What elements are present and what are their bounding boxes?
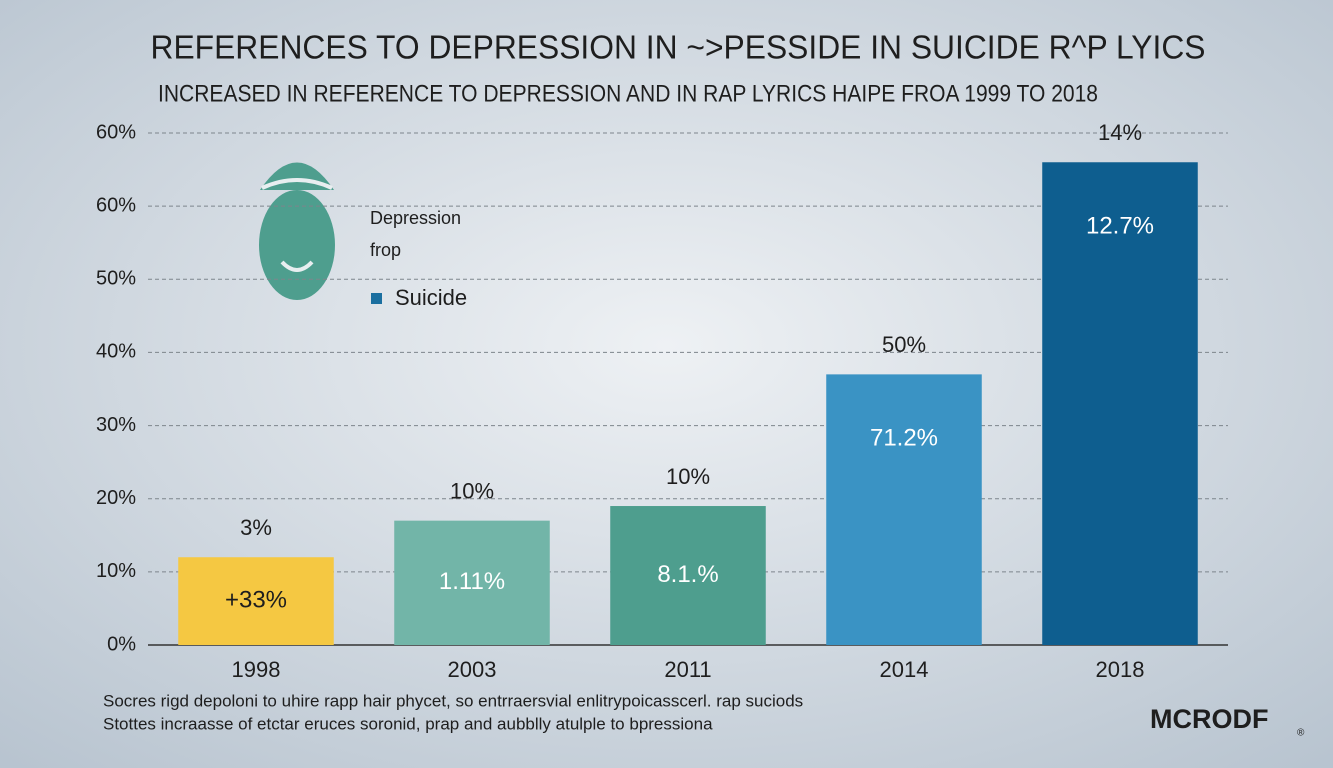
y-tick-label: 0% (107, 633, 136, 655)
bar-inner-label: 12.7% (1086, 213, 1154, 240)
logo-mark: ® (1297, 728, 1305, 739)
y-tick-label: 50% (96, 268, 136, 290)
y-tick-label: 20% (96, 487, 136, 509)
y-tick-label: 60% (96, 194, 136, 216)
bar (178, 557, 334, 645)
bar (394, 520, 550, 645)
x-tick-label: 2018 (1096, 657, 1145, 682)
bar-top-label: 14% (1098, 120, 1142, 145)
bar-inner-label: 8.1.% (657, 561, 718, 588)
footnote: Socres rigd depoloni to uhire rapp hair … (103, 691, 803, 710)
chart-subtitle: INCREASED IN REFERENCE TO DEPRESSION AND… (158, 80, 1098, 107)
x-tick-label: 2011 (664, 657, 711, 682)
logo: MCRODF (1150, 704, 1268, 734)
legend-label: frop (370, 240, 401, 260)
bar (826, 374, 982, 645)
bar-top-label: 50% (882, 332, 926, 357)
y-tick-label: 10% (96, 560, 136, 582)
x-tick-label: 2003 (448, 657, 497, 682)
x-tick-label: 1998 (232, 657, 281, 682)
bar-top-label: 10% (450, 478, 494, 503)
footnote: Stottes incraasse of etctar eruces soron… (103, 714, 713, 733)
legend-label: Depression (370, 208, 461, 228)
bar-inner-label: 1.11% (439, 568, 505, 595)
head-icon (259, 162, 335, 300)
chart-title: REFERENCES TO DEPRESSION IN ~>PESSIDE IN… (151, 29, 1206, 66)
y-tick-label: 60% (96, 121, 136, 143)
legend-label: Suicide (395, 285, 467, 310)
bar (1042, 162, 1198, 645)
bar-top-label: 10% (666, 464, 710, 489)
y-tick-label: 40% (96, 341, 136, 363)
bar (610, 506, 766, 645)
bar-top-label: 3% (240, 515, 272, 540)
x-tick-label: 2014 (880, 657, 929, 682)
legend-swatch (371, 293, 382, 304)
y-tick-label: 30% (96, 414, 136, 436)
bar-inner-label: +33% (225, 586, 287, 613)
bar-inner-label: 71.2% (870, 425, 938, 452)
